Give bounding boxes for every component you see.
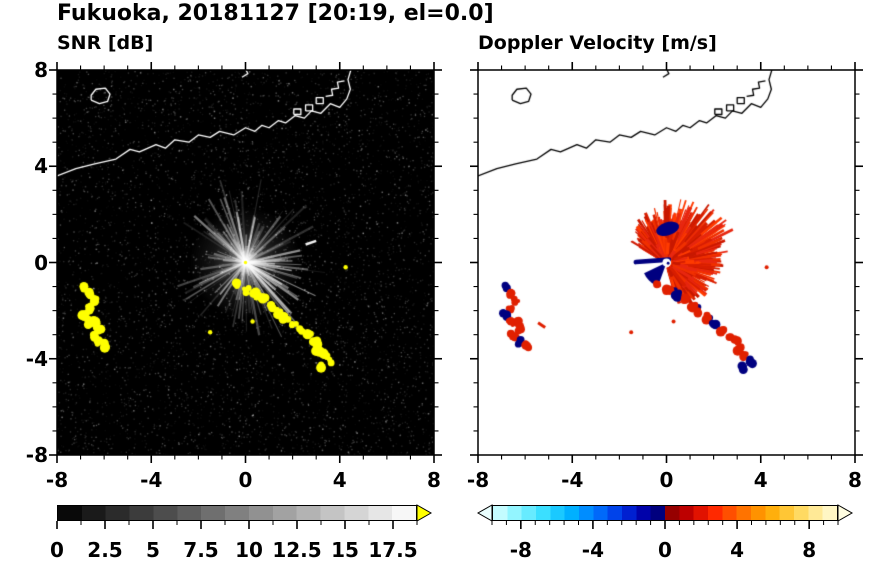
x-tick-label: 8 <box>848 468 862 492</box>
colorbar-tick-label: 0 <box>50 538 64 562</box>
x-tick-label: -4 <box>561 468 584 492</box>
x-tick-label: 4 <box>753 468 768 492</box>
y-tick-label: -4 <box>25 346 48 371</box>
colorbar-tick-label: 10 <box>235 538 263 562</box>
colorbar-arrow <box>476 504 493 522</box>
doppler-colorbar <box>492 505 838 521</box>
x-tick-label: -8 <box>466 468 490 492</box>
colorbar-arrow <box>416 504 433 522</box>
colorbar-tick-label: 4 <box>730 538 745 562</box>
snr-plot-canvas <box>57 70 434 455</box>
colorbar-tick-label: -4 <box>581 538 605 562</box>
y-tick-label: 0 <box>34 250 48 275</box>
figure-title: Fukuoka, 20181127 [20:19, el=0.0] <box>57 1 494 26</box>
snr-colorbar <box>57 505 417 521</box>
x-tick-label: 8 <box>427 468 441 492</box>
colorbar-tick-label: -8 <box>509 538 532 562</box>
x-tick-label: -8 <box>45 468 69 492</box>
y-tick-label: -8 <box>25 443 48 467</box>
x-tick-label: 0 <box>659 468 674 492</box>
colorbar-tick-label: 8 <box>802 538 817 562</box>
y-tick-label: 8 <box>34 58 48 82</box>
colorbar-tick-label: 5 <box>146 538 160 562</box>
doppler-plot-canvas <box>478 70 855 455</box>
x-tick-label: -4 <box>140 468 163 492</box>
colorbar-tick-label: 17.5 <box>368 538 418 562</box>
colorbar-tick-label: 0 <box>658 538 672 562</box>
colorbar-tick-label: 7.5 <box>183 538 219 562</box>
snr-panel-title: SNR [dB] <box>57 32 154 54</box>
doppler-panel-title: Doppler Velocity [m/s] <box>478 32 717 54</box>
x-tick-label: 0 <box>238 468 253 492</box>
colorbar-tick-label: 12.5 <box>272 538 322 562</box>
colorbar-tick-label: 2.5 <box>87 538 123 562</box>
colorbar-tick-label: 15 <box>331 538 359 562</box>
x-tick-label: 4 <box>332 468 347 492</box>
colorbar-arrow <box>837 504 854 522</box>
y-tick-label: 4 <box>34 154 48 179</box>
